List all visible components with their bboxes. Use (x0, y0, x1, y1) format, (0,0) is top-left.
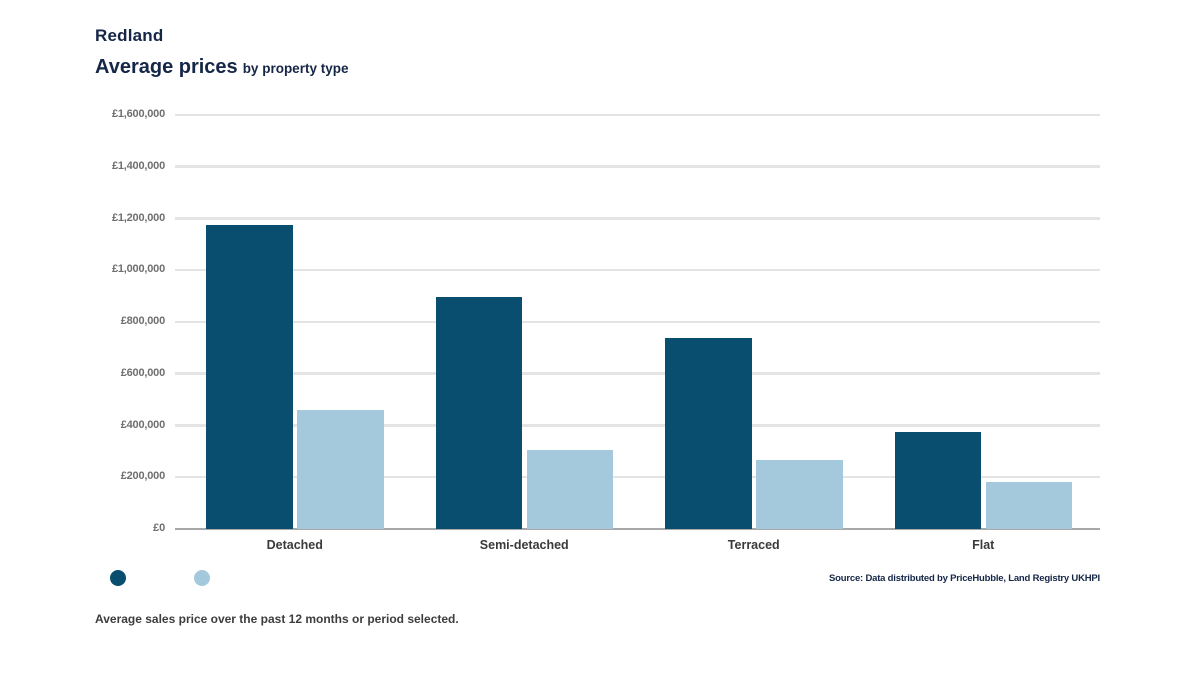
chart-footnote: Average sales price over the past 12 mon… (95, 612, 459, 626)
gridline (175, 320, 1100, 323)
light-series-bar-detached[interactable] (297, 409, 384, 529)
light-series-dot[interactable] (194, 570, 210, 586)
x-axis-category-label: Detached (266, 538, 323, 552)
x-axis-baseline (175, 527, 1100, 530)
gridline (175, 165, 1100, 168)
chart-subtitle: Average prices by property type (95, 56, 348, 79)
dark-series-dot[interactable] (110, 570, 126, 586)
chart-subtitle-suffix: by property type (242, 61, 349, 76)
gridline (175, 113, 1100, 116)
source-attribution: Source: Data distributed by PriceHubble,… (829, 573, 1100, 584)
light-series-bar-semi-detached[interactable] (526, 450, 613, 529)
y-axis-tick-label: £1,000,000 (111, 263, 165, 276)
gridline (175, 372, 1100, 375)
gridline (175, 424, 1100, 427)
dark-series-bar-flat[interactable] (894, 431, 981, 529)
light-series-bar-terraced[interactable] (756, 460, 843, 529)
y-axis-tick-label: £1,600,000 (111, 108, 165, 120)
y-axis-tick-label: £0 (153, 522, 165, 534)
y-axis-tick-label: £200,000 (120, 470, 165, 483)
x-axis-category-label: Terraced (727, 538, 780, 552)
y-axis-tick-label: £400,000 (120, 418, 165, 431)
chart-subtitle-main: Average prices (95, 56, 238, 78)
y-axis-tick-label: £1,200,000 (111, 211, 165, 224)
page-title: Redland (95, 26, 164, 45)
gridline (175, 268, 1100, 272)
y-axis-tick-label: £1,400,000 (111, 159, 165, 172)
light-series-bar-flat[interactable] (985, 482, 1072, 529)
dark-series-bar-semi-detached[interactable] (435, 297, 522, 529)
y-axis-tick-label: £600,000 (120, 366, 165, 379)
bar-chart-plot-area (175, 113, 1100, 530)
gridline (175, 475, 1100, 479)
y-axis-tick-label: £800,000 (120, 315, 165, 327)
x-axis-category-label: Flat (972, 538, 995, 552)
dark-series-bar-detached[interactable] (206, 224, 293, 529)
x-axis-category-label: Semi-detached (479, 538, 569, 552)
dark-series-bar-terraced[interactable] (665, 337, 752, 529)
gridline (175, 217, 1100, 220)
